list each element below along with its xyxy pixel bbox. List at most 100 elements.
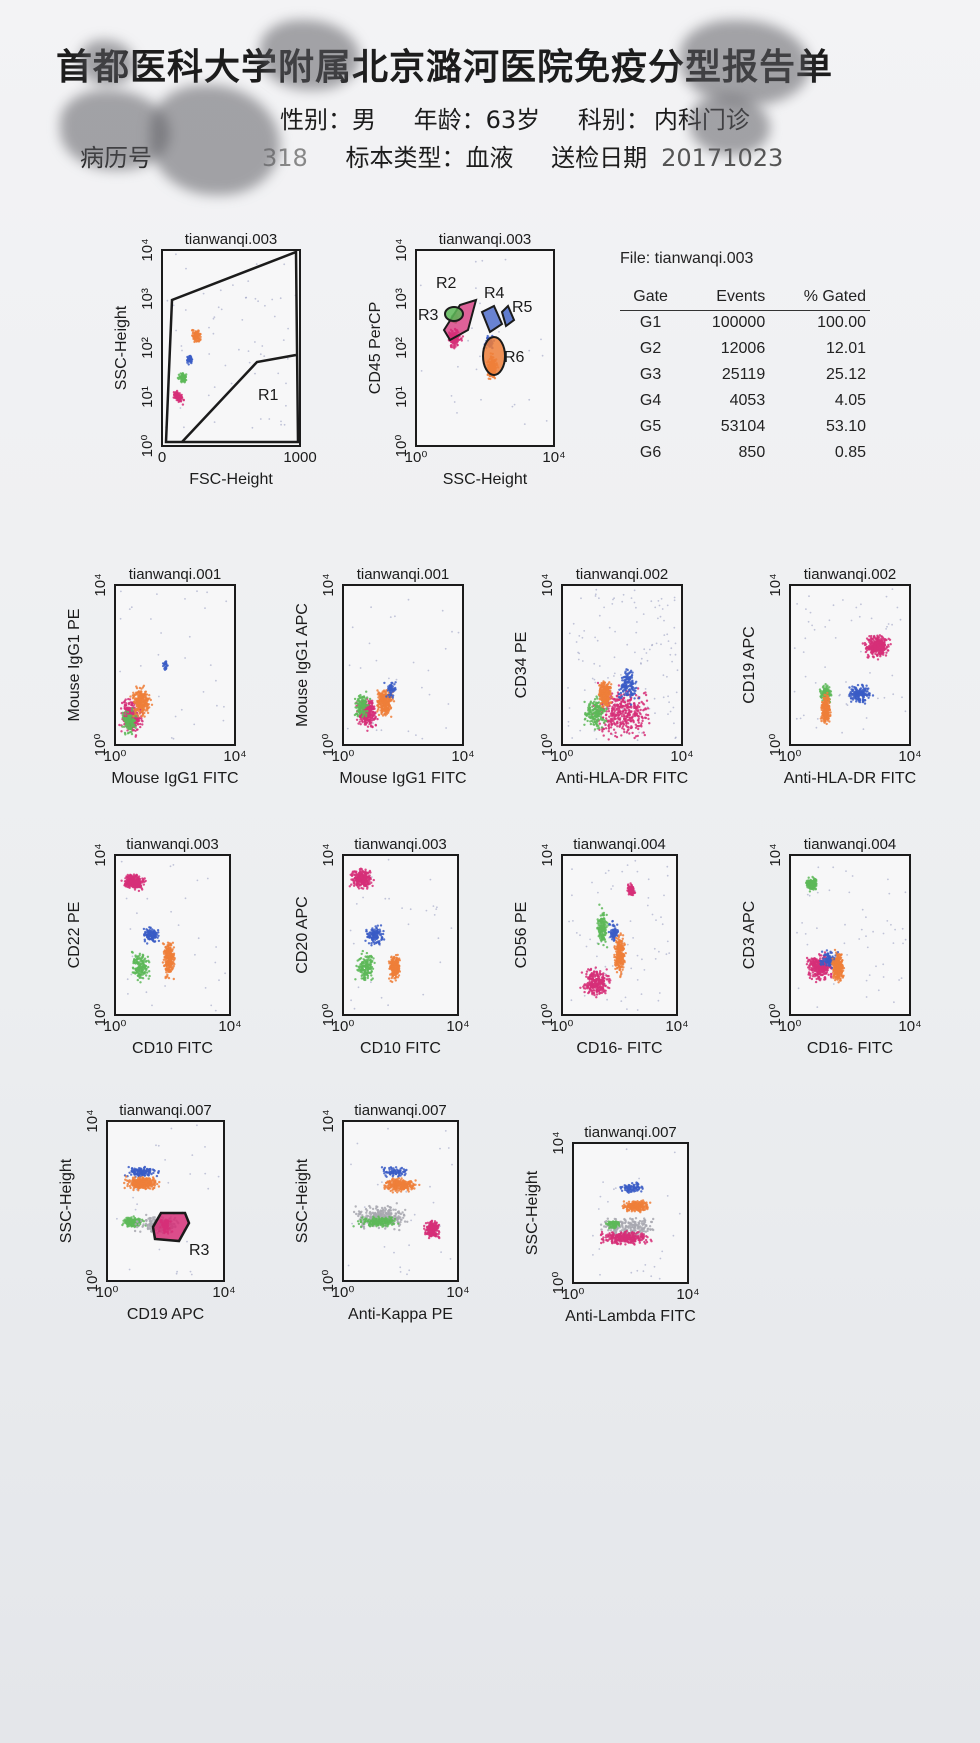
event-dot: [609, 732, 613, 735]
event-dot: [131, 951, 134, 954]
event-dot: [626, 714, 630, 717]
event-dot: [870, 617, 873, 620]
event-dot: [597, 705, 600, 709]
event-dot: [212, 317, 215, 320]
event-dot: [480, 398, 482, 401]
event-dot: [139, 973, 142, 977]
event-dot: [595, 712, 598, 716]
event-dot: [428, 693, 431, 696]
event-dot: [643, 716, 647, 719]
event-dot: [666, 675, 668, 678]
event-dot: [635, 606, 637, 609]
event-dot: [146, 709, 149, 712]
event-dot: [620, 700, 623, 703]
event-dot: [348, 664, 351, 667]
event-dot: [645, 713, 648, 716]
event-dot: [617, 698, 620, 702]
event-dot: [152, 932, 156, 935]
event-dot: [177, 400, 180, 404]
event-dot: [131, 707, 134, 710]
event-dot: [873, 645, 876, 648]
plot-title: tianwanqi.003: [185, 231, 278, 248]
event-dot: [669, 653, 672, 656]
event-dot: [450, 345, 453, 349]
event-dot: [241, 319, 244, 321]
event-dot: [179, 407, 182, 409]
event-dot: [845, 681, 847, 683]
gate-table: Gate Events % Gated G1 100000 100.00 G2 1200…: [620, 286, 870, 467]
y-tick-label: 10⁴: [393, 238, 410, 261]
event-dot: [131, 875, 134, 878]
col-gate: Gate: [620, 286, 682, 311]
gender-label: 性别：男: [280, 106, 376, 134]
event-dot: [156, 593, 158, 595]
plot-title: tianwanqi.003: [439, 231, 532, 248]
event-dot: [135, 958, 138, 961]
gate-label: R3: [418, 307, 439, 324]
event-dot: [886, 649, 890, 652]
event-dot: [595, 715, 598, 718]
event-dot: [593, 728, 597, 731]
event-dot: [872, 656, 875, 659]
event-dot: [589, 700, 593, 703]
event-dot: [670, 647, 673, 650]
event-dot: [142, 965, 146, 968]
event-dot: [412, 661, 415, 664]
event-dot: [170, 910, 173, 913]
event-dot: [177, 377, 180, 381]
event-dot: [123, 883, 127, 887]
event-dot: [245, 296, 248, 299]
gate-row: G2 12006 12.01: [620, 337, 870, 363]
event-dot: [366, 725, 370, 728]
event-dot: [389, 693, 392, 696]
event-dot: [172, 737, 175, 740]
plot-title: tianwanqi.002: [804, 566, 897, 583]
col-percent: % Gated: [769, 286, 870, 311]
plot-title: tianwanqi.001: [129, 566, 222, 583]
event-dot: [567, 720, 570, 723]
event-dot: [578, 652, 581, 655]
event-dot: [618, 717, 622, 720]
event-dot: [605, 683, 608, 686]
event-dot: [357, 694, 361, 698]
sample-type: 标本类型：血液: [345, 144, 514, 172]
event-dot: [675, 691, 678, 694]
event-dot: [197, 329, 200, 332]
event-dot: [602, 694, 606, 697]
event-dot: [121, 714, 125, 717]
event-dot: [355, 712, 359, 715]
event-dot: [126, 710, 130, 714]
event-dot: [177, 395, 180, 398]
event-dot: [131, 697, 135, 700]
event-dot: [128, 886, 131, 889]
event-dot: [808, 595, 810, 598]
event-dot: [624, 670, 627, 673]
x-tick-label: 10⁴: [542, 449, 565, 466]
gate-percent: 100.00: [817, 314, 866, 331]
event-dot: [613, 703, 617, 706]
event-dot: [144, 690, 148, 693]
event-dot: [821, 701, 824, 704]
event-dot: [132, 720, 135, 724]
event-dot: [819, 689, 823, 693]
gate-percent: 4.05: [834, 392, 866, 409]
event-dot: [223, 705, 225, 708]
event-dot: [645, 652, 648, 654]
event-dot: [662, 674, 665, 677]
event-dot: [148, 706, 151, 709]
event-dot: [588, 711, 591, 714]
event-dot: [605, 717, 608, 720]
event-dot: [607, 730, 610, 733]
event-dot: [130, 728, 133, 731]
event-dot: [124, 710, 127, 713]
event-dot: [828, 720, 831, 723]
event-dot: [602, 705, 605, 708]
event-dot: [149, 698, 152, 702]
event-dot: [645, 699, 649, 702]
event-dot: [169, 865, 172, 868]
event-dot: [643, 733, 646, 737]
event-dot: [150, 935, 153, 938]
event-dot: [869, 672, 871, 674]
event-dot: [862, 728, 865, 730]
